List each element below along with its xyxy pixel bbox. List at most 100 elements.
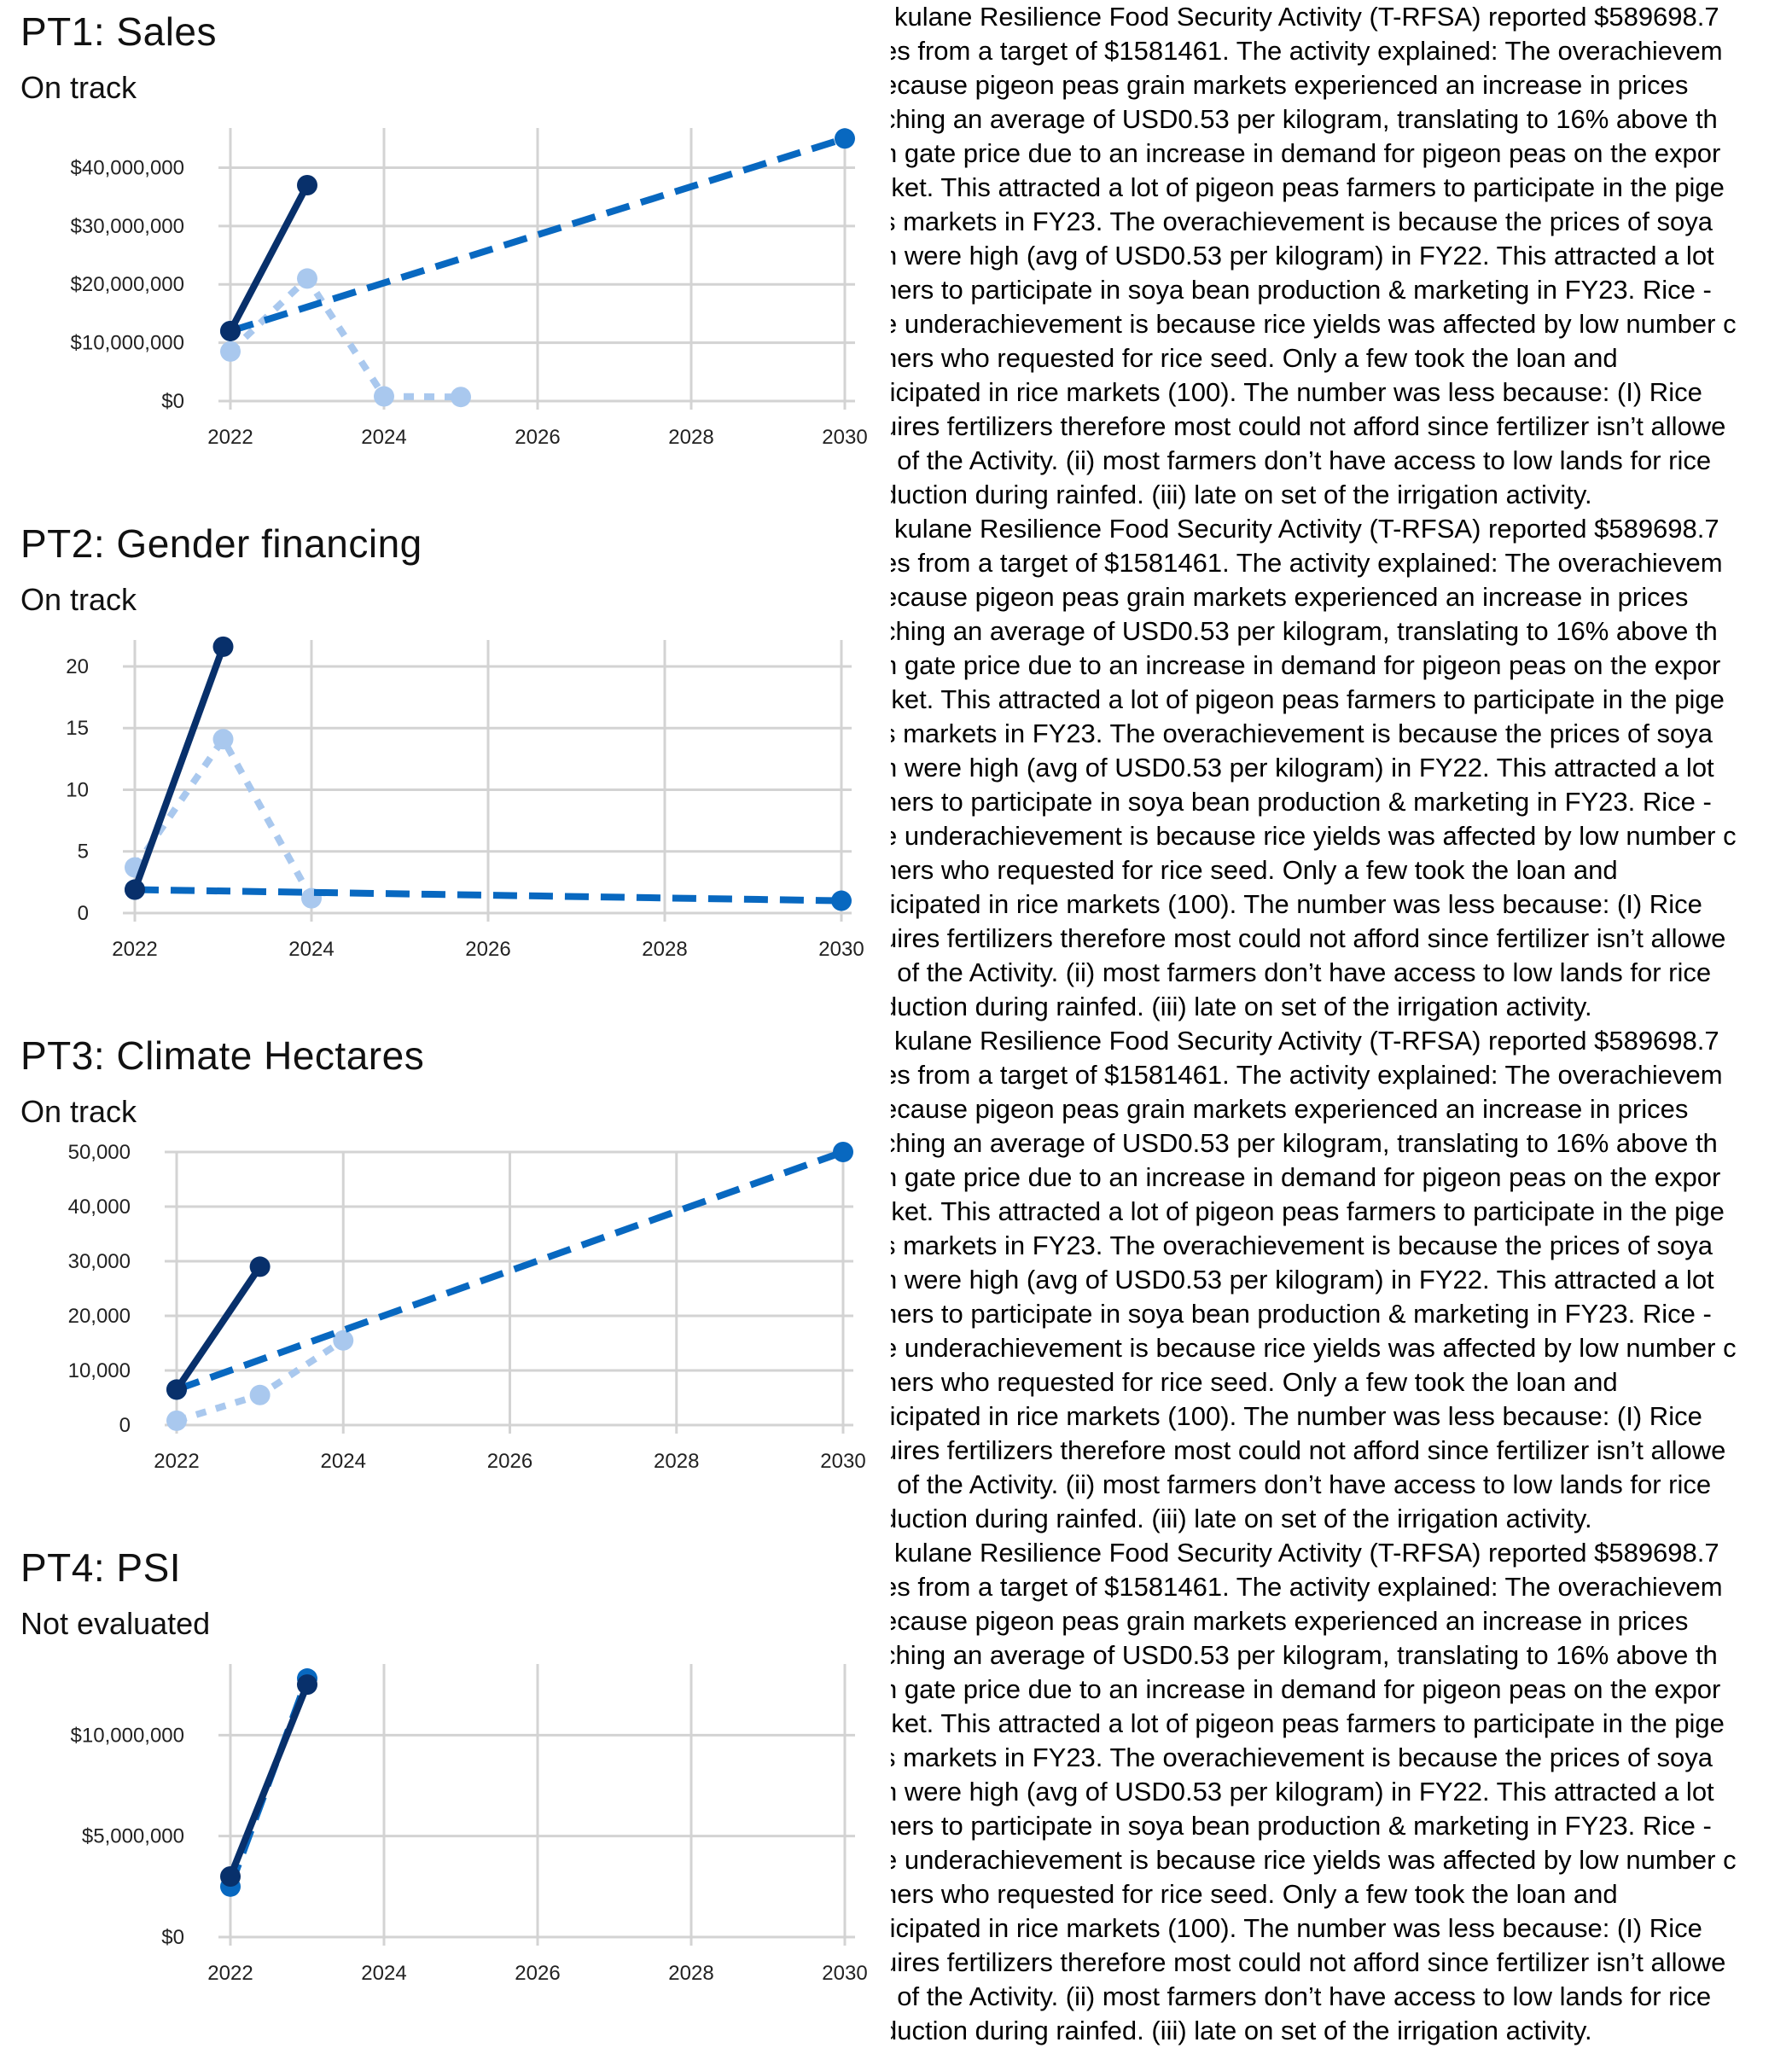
narrative-line: s markets in FY23. The overachievement i… — [891, 1231, 1713, 1260]
x-tick-label: 2024 — [361, 426, 406, 449]
x-tick-label: 2028 — [642, 938, 687, 961]
narrative-line: t of the Activity. (ii) most farmers don… — [891, 445, 1712, 475]
narrative-line: s markets in FY23. The overachievement i… — [891, 207, 1713, 236]
narrative-line: e underachievement is because rice yield… — [891, 309, 1737, 339]
series-line-solid — [173, 1265, 263, 1392]
narrative-line: ners to participate in soya bean product… — [891, 275, 1712, 305]
y-tick-label: $40,000,000 — [71, 156, 184, 179]
data-point — [220, 320, 241, 341]
narrative-line: ecause pigeon peas grain markets experie… — [891, 1606, 1689, 1636]
narrative-line: uires fertilizers therefore most could n… — [891, 1435, 1726, 1465]
x-tick-label: 2024 — [321, 1450, 366, 1473]
data-point — [297, 268, 317, 289]
x-tick-label: 2026 — [515, 1962, 560, 1985]
panel-pt2-gender-financing: 2022 2024 2026 2028 2030 0 5 10 15 20 PT2: Gender… — [0, 512, 1792, 1024]
y-tick-label: 10,000 — [68, 1359, 131, 1382]
x-tick-label: 2026 — [487, 1450, 532, 1473]
data-point — [297, 175, 317, 196]
status-label: On track — [20, 582, 137, 617]
data-point — [212, 729, 234, 750]
narrative-line: n gate price due to an increase in deman… — [891, 1674, 1721, 1704]
y-tick-label: 5 — [78, 841, 89, 864]
narrative-line: duction during rainfed. (iii) late on se… — [891, 992, 1592, 1021]
narrative-line: rket. This attracted a lot of pigeon pea… — [891, 1708, 1725, 1738]
narrative-line: ners to participate in soya bean product… — [891, 1299, 1712, 1329]
narrative-line: duction during rainfed. (iii) late on se… — [891, 2016, 1592, 2045]
chart-title: PT4: PSI — [20, 1545, 182, 1590]
narrative-line: t of the Activity. (ii) most farmers don… — [891, 1469, 1712, 1499]
data-point — [835, 128, 855, 149]
narrative-line: rket. This attracted a lot of pigeon pea… — [891, 1196, 1725, 1226]
narrative-text: kulane Resilience Food Security Activity… — [891, 512, 1792, 1024]
narrative-line: uires fertilizers therefore most could n… — [891, 923, 1726, 953]
narrative-line: ticipated in rice markets (100). The num… — [891, 1401, 1702, 1431]
x-tick-label: 2024 — [288, 938, 334, 961]
narrative-line: ecause pigeon peas grain markets experie… — [891, 70, 1689, 100]
narrative-line: e underachievement is because rice yield… — [891, 1333, 1737, 1363]
status-label: On track — [20, 1094, 137, 1129]
y-tick-label: $0 — [161, 1926, 184, 1949]
data-point — [220, 340, 241, 362]
data-point — [451, 387, 471, 408]
y-tick-label: 0 — [119, 1414, 131, 1437]
x-tick-label: 2022 — [207, 1962, 253, 1985]
narrative-line: ners who requested for rice seed. Only a… — [891, 343, 1618, 373]
narrative-line: es from a target of $1581461. The activi… — [891, 1060, 1723, 1090]
data-point — [831, 890, 852, 911]
x-tick-label: 2028 — [654, 1450, 699, 1473]
x-tick-label: 2022 — [207, 426, 253, 449]
narrative-line: ticipated in rice markets (100). The num… — [891, 889, 1702, 919]
narrative-line: kulane Resilience Food Security Activity… — [894, 1538, 1719, 1568]
series-line-dashed — [175, 1149, 845, 1393]
x-tick-label: 2030 — [822, 1962, 867, 1985]
narrative-text: kulane Resilience Food Security Activity… — [891, 1024, 1792, 1536]
chart-title: PT3: Climate Hectares — [20, 1033, 425, 1078]
narrative-line: uires fertilizers therefore most could n… — [891, 1947, 1726, 1977]
narrative-line: n gate price due to an increase in deman… — [891, 1162, 1721, 1192]
narrative-line: ecause pigeon peas grain markets experie… — [891, 582, 1689, 612]
narrative-line: rket. This attracted a lot of pigeon pea… — [891, 172, 1725, 202]
series-line-dashed — [134, 886, 842, 905]
narrative-line: s markets in FY23. The overachievement i… — [891, 1743, 1713, 1772]
narrative-line: ners to participate in soya bean product… — [891, 1811, 1712, 1841]
x-tick-label: 2030 — [822, 426, 867, 449]
data-point — [249, 1384, 271, 1405]
data-point — [166, 1379, 187, 1400]
narrative-line: es from a target of $1581461. The activi… — [891, 548, 1723, 578]
y-tick-label: 20 — [66, 655, 89, 678]
x-tick-label: 2026 — [515, 426, 560, 449]
narrative-line: e underachievement is because rice yield… — [891, 1845, 1737, 1875]
y-tick-label: $30,000,000 — [71, 215, 184, 238]
narrative-line: kulane Resilience Food Security Activity… — [894, 514, 1719, 544]
narrative-line: n were high (avg of USD0.53 per kilogram… — [891, 1777, 1714, 1807]
panel-pt1-sales: 2022 2024 2026 2028 2030 $0 $10,000,000 $20,000… — [0, 0, 1792, 512]
panel-pt3-climate-hectares: 2022 2024 2026 2028 2030 0 10,000 20,000 30,000 4… — [0, 1024, 1792, 1536]
narrative-line: duction during rainfed. (iii) late on se… — [891, 1504, 1592, 1533]
status-label: On track — [20, 70, 137, 105]
line-chart: 2022 2024 2026 2028 2030 $0 $5,000,000 $10,000,… — [71, 1664, 868, 1985]
line-chart: 2022 2024 2026 2028 2030 0 10,000 20,000 30,000 4… — [68, 1141, 866, 1473]
narrative-line: ching an average of USD0.53 per kilogram… — [891, 616, 1718, 646]
narrative-line: ticipated in rice markets (100). The num… — [891, 377, 1702, 407]
narrative-text: kulane Resilience Food Security Activity… — [891, 0, 1792, 512]
narrative-line: t of the Activity. (ii) most farmers don… — [891, 957, 1712, 987]
data-point — [297, 1674, 317, 1696]
y-tick-label: 40,000 — [68, 1196, 131, 1219]
data-point — [374, 386, 394, 407]
narrative-line: uires fertilizers therefore most could n… — [891, 411, 1726, 441]
x-tick-label: 2024 — [361, 1962, 406, 1985]
y-tick-label: 50,000 — [68, 1141, 131, 1164]
data-point — [212, 636, 234, 657]
line-chart: 2022 2024 2026 2028 2030 $0 $10,000,000 $20,000… — [71, 128, 868, 449]
data-point — [220, 1865, 241, 1887]
narrative-line: n were high (avg of USD0.53 per kilogram… — [891, 241, 1714, 271]
status-label: Not evaluated — [20, 1606, 211, 1641]
chart-title: PT1: Sales — [20, 9, 217, 54]
data-point — [125, 879, 145, 900]
data-point — [249, 1256, 271, 1277]
narrative-line: ners who requested for rice seed. Only a… — [891, 1367, 1618, 1397]
narrative-line: n were high (avg of USD0.53 per kilogram… — [891, 753, 1714, 783]
narrative-line: ners to participate in soya bean product… — [891, 787, 1712, 817]
narrative-line: n gate price due to an increase in deman… — [891, 650, 1721, 680]
narrative-line: ching an average of USD0.53 per kilogram… — [891, 1128, 1718, 1158]
